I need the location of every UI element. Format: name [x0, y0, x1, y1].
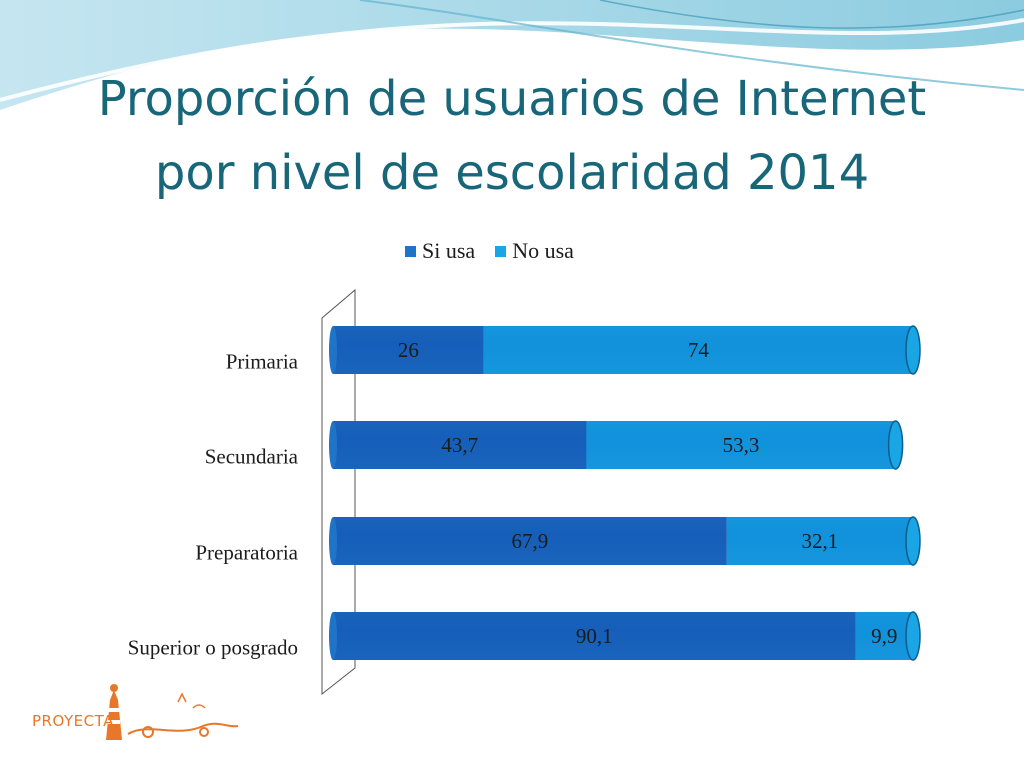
title-line-2: por nivel de escolaridad 2014: [154, 145, 870, 201]
data-label-si-usa-2: 67,9: [512, 529, 549, 553]
legend-swatch-no-usa: [495, 245, 507, 257]
data-label-no-usa-2: 32,1: [802, 529, 839, 553]
category-label-3: Superior o posgrado: [127, 635, 298, 660]
legend-swatch-si-usa: [405, 245, 416, 257]
bar-end-cap-1: [887, 420, 904, 470]
bar-start-cap-0: [329, 326, 337, 374]
bar-start-cap-1: [329, 421, 337, 469]
bar-shade-1-3: [855, 612, 913, 660]
legend-item-no-usa: No usa: [495, 238, 574, 264]
chart-legend: Si usa No usa: [405, 238, 574, 264]
bar-end-cap-3: [905, 611, 921, 661]
lighthouse-icon: [106, 684, 239, 740]
page-title: Proporción de usuarios de Internet por n…: [0, 62, 1024, 210]
category-label-2: Preparatoria: [195, 540, 298, 565]
bar-shade-1-0: [483, 326, 913, 374]
legend-label-no-usa: No usa: [512, 238, 574, 263]
bar-shade-1-2: [726, 517, 913, 565]
data-label-si-usa-0: 26: [398, 338, 419, 362]
bar-start-cap-2: [329, 517, 337, 565]
bar-end-cap-2: [905, 516, 921, 566]
data-label-no-usa-1: 53,3: [723, 433, 760, 457]
category-label-1: Secundaria: [204, 444, 298, 469]
category-label-0: Primaria: [225, 349, 298, 374]
legend-label-si-usa: Si usa: [422, 238, 476, 263]
bar-start-cap-3: [329, 612, 337, 660]
bar-shade-0-0: [333, 326, 484, 374]
bar-shade-0-3: [333, 612, 856, 660]
header-waves: [0, 0, 1024, 110]
data-label-si-usa-1: 43,7: [441, 433, 478, 457]
chart-back-wall: [321, 288, 356, 696]
bar-shade-0-1: [333, 421, 587, 469]
bar-end-cap-0: [905, 325, 921, 375]
data-label-no-usa-3: 9,9: [871, 624, 897, 648]
bar-shade-0-2: [333, 517, 727, 565]
data-label-si-usa-3: 90,1: [576, 624, 613, 648]
logo-text: PROYECTA: [32, 712, 114, 730]
proyecta-logo: PROYECTA: [28, 682, 242, 744]
bar-shade-1-1: [586, 421, 896, 469]
legend-item-si-usa: Si usa: [405, 238, 475, 264]
data-label-no-usa-0: 74: [688, 338, 710, 362]
title-line-1: Proporción de usuarios de Internet: [97, 71, 927, 127]
